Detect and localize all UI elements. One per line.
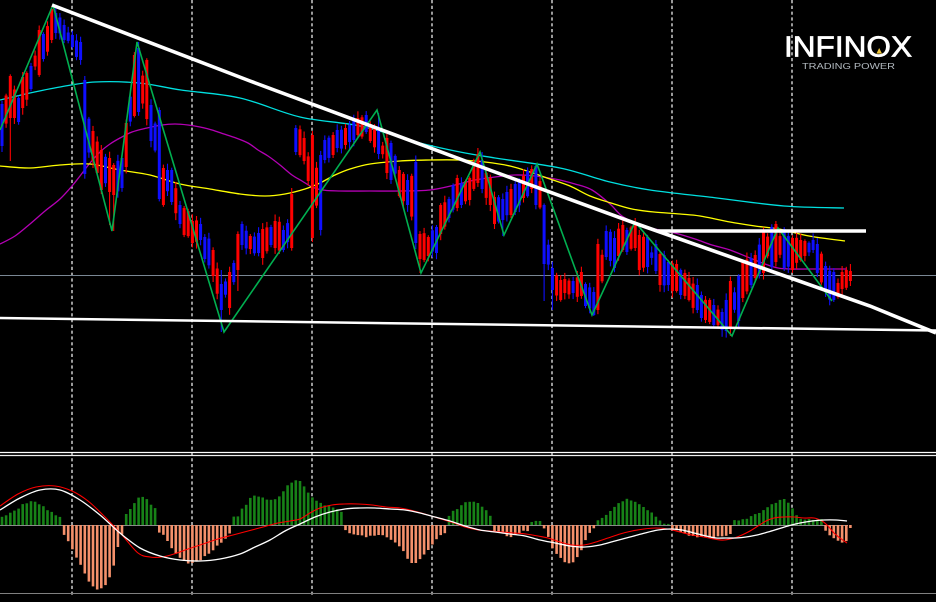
svg-text:TRADING POWER: TRADING POWER bbox=[802, 61, 895, 71]
svg-text:INFINOX: INFINOX bbox=[784, 32, 912, 64]
